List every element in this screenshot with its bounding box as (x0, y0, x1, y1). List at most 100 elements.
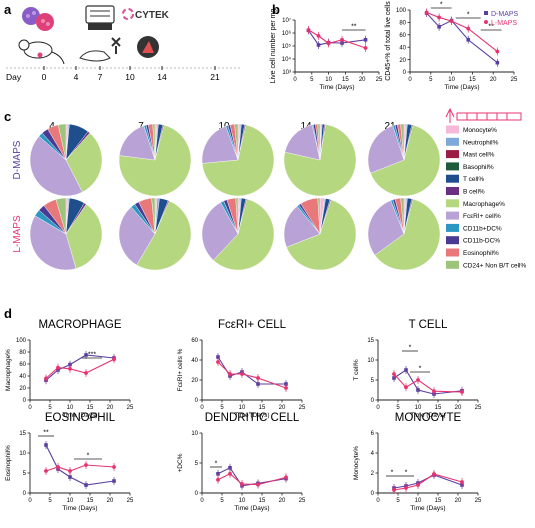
y-axis-label: FcεRI+ cells % (177, 348, 184, 391)
data-point-l-maps (432, 389, 436, 394)
pie-slice (367, 200, 405, 256)
data-point-l-maps (340, 37, 344, 42)
pie-slice (400, 123, 405, 161)
legend-swatch (446, 248, 459, 257)
data-point-l-maps (284, 386, 288, 390)
significance-label: * (419, 366, 422, 373)
significance-label: ** (351, 24, 357, 31)
x-tick-label: 20 (490, 77, 497, 83)
data-point-d-maps (437, 24, 441, 29)
data-point-l-maps (363, 46, 368, 50)
x-axis-label: Time (Days) (410, 412, 445, 419)
y-axis-label: T cell% (353, 359, 360, 380)
data-point-l-maps (392, 372, 396, 376)
chart-title: DENDRITIC CELL (205, 412, 300, 424)
data-point-d-maps (256, 382, 260, 386)
y-tick-label: 0 (195, 491, 199, 497)
data-point-l-maps (256, 376, 260, 380)
legend-label: Monocyte% (463, 127, 497, 134)
data-point-d-maps (228, 466, 232, 470)
pie-slice (57, 123, 67, 161)
x-axis-label: Time (Days) (319, 84, 354, 91)
chart-title: MONOCYTE (395, 412, 462, 424)
x-tick-label: 10 (67, 405, 74, 411)
series-line-d-maps (217, 356, 286, 385)
data-point-l-maps (228, 372, 232, 376)
legend-label: Mast cell% (463, 152, 495, 159)
chart-title: EOSINOPHIL (45, 412, 116, 424)
x-tick-label: 15 (435, 405, 442, 411)
significance-label: *** (88, 352, 96, 359)
chart-cd45-percent: 0 20 40 60 80 100 0 5 10 15 20 25 Time (Days) CD45+% … (385, 1, 519, 91)
y-tick-label: 20 (191, 378, 198, 384)
data-point-l-maps (284, 475, 288, 480)
tissue-processing-icon (85, 5, 115, 30)
x-tick-label: 25 (475, 405, 482, 411)
x-tick-label: 10 (239, 498, 246, 504)
analysis-plot-icon (137, 36, 159, 58)
day-tick-7: 7 (98, 72, 103, 82)
chart-title: MACROPHAGE (38, 319, 121, 331)
y-tick-label: 0 (371, 398, 375, 404)
panel-label-d: d (4, 306, 12, 321)
data-point-l-maps (240, 482, 244, 486)
x-tick-label: 0 (28, 405, 32, 411)
chart-title: T CELL (409, 319, 448, 331)
y-tick-label: 10 (19, 451, 26, 457)
x-tick-label: 20 (359, 77, 366, 83)
x-tick-label: 15 (259, 405, 266, 411)
cytek-logo-text: CYTEK (135, 10, 170, 21)
data-point-l-maps (460, 480, 464, 484)
y-axis-label: Eosinophil% (5, 445, 12, 481)
x-tick-label: 0 (200, 498, 204, 504)
y-axis-label: CD45+% of total live cells (385, 1, 392, 81)
data-point-l-maps (466, 26, 471, 31)
series-line-l-maps (217, 473, 287, 486)
x-tick-label: 20 (107, 498, 114, 504)
x-tick-label: 10 (448, 77, 455, 83)
significance-label: ** (43, 430, 49, 437)
y-tick-label: 80 (399, 21, 406, 27)
series-line-d-maps (45, 444, 115, 486)
data-point-l-maps (416, 483, 420, 487)
x-tick-label: 10 (325, 77, 332, 83)
legend-swatch (446, 199, 459, 208)
x-tick-label: 5 (396, 405, 400, 411)
chart-fceri-cell: FcεRI+ CELL 0 20 40 60 0 5 10 15 20 25 Time (Days) F… (177, 319, 306, 419)
legend-swatch-d-maps (484, 11, 488, 15)
x-tick-label: 0 (293, 77, 297, 83)
data-point-d-maps (84, 353, 88, 357)
y-tick-label: 15 (367, 338, 374, 344)
pie-slice (118, 124, 192, 197)
pie-slice (286, 199, 357, 271)
x-tick-label: 10 (415, 405, 422, 411)
day-tick-14: 14 (157, 72, 167, 82)
pie-timepoint-label: 21 (384, 121, 396, 132)
legend-swatch (446, 137, 459, 146)
pie-slice (283, 124, 357, 197)
legend-label: D-MAPS (491, 11, 519, 18)
pie-slice (367, 125, 405, 174)
data-point-d-maps (68, 362, 72, 367)
day-tick-4: 4 (74, 72, 79, 82)
y-axis-label: +DC% (177, 453, 184, 472)
y-tick-label: 20 (19, 386, 26, 392)
y-tick-label: 10⁶ (282, 30, 292, 37)
x-tick-label: 5 (429, 77, 433, 83)
series-line-l-maps (393, 373, 463, 393)
cytek-logo: CYTEK (122, 8, 170, 21)
pie-row-label: D-MAPS (12, 140, 23, 179)
data-point-l-maps (68, 469, 72, 473)
y-tick-label: 4 (371, 451, 375, 457)
y-tick-label: 0 (403, 70, 407, 76)
data-point-l-maps (56, 365, 60, 370)
legend-swatch-l-maps (484, 20, 488, 24)
x-tick-label: 15 (469, 77, 476, 83)
y-tick-label: 10⁷ (282, 17, 291, 24)
data-point-d-maps (68, 475, 72, 479)
y-tick-label: 0 (23, 398, 27, 404)
panel-label-c: c (4, 109, 11, 124)
pie-slice (234, 123, 239, 161)
pie-timepoint-label: 7 (138, 121, 144, 132)
